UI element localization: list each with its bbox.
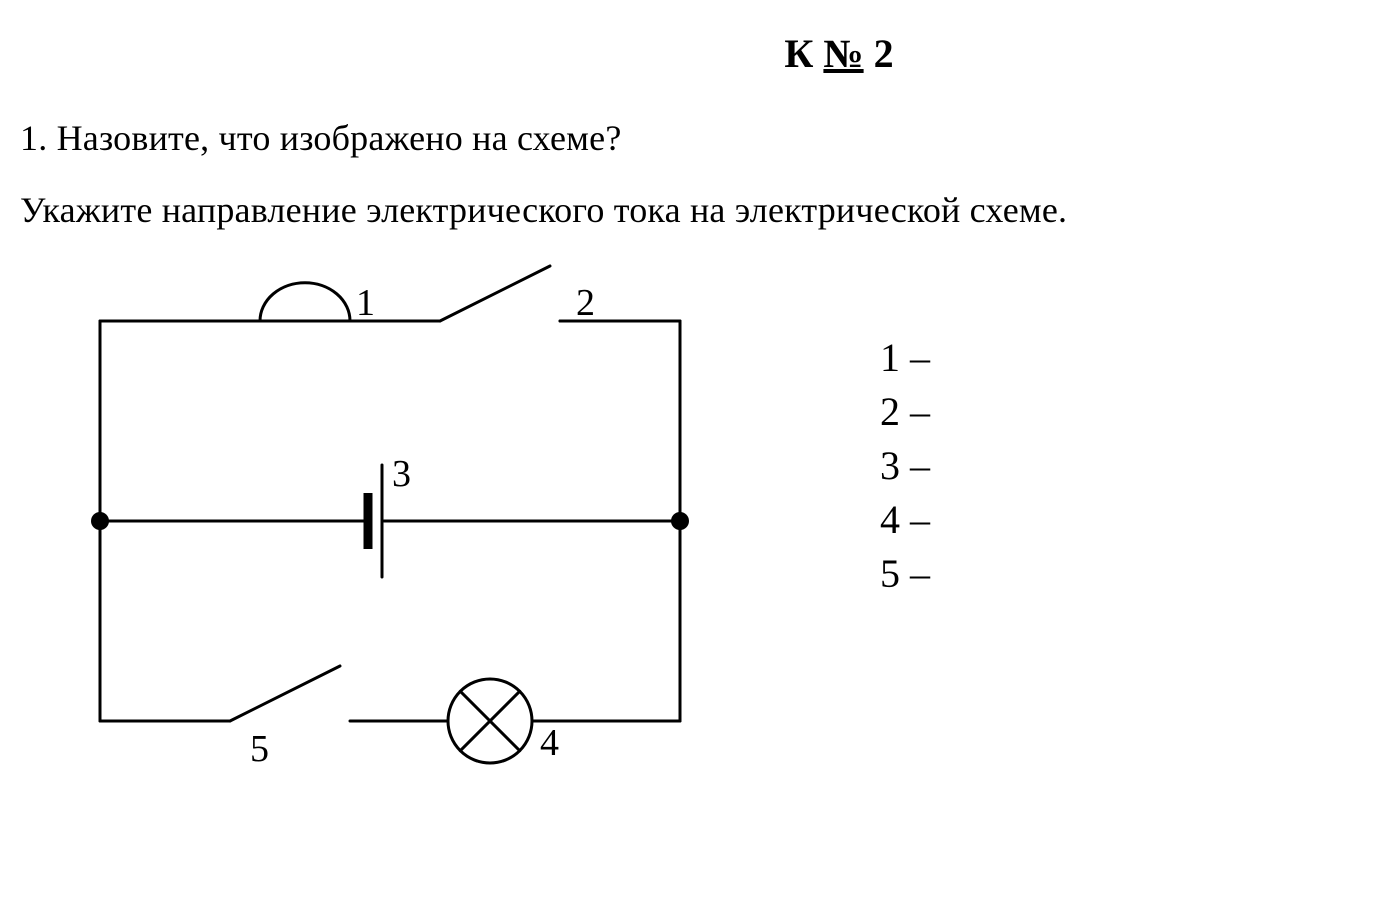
header-title: К № 2: [320, 30, 1358, 77]
svg-text:5: 5: [250, 728, 269, 770]
answer-key: 1 – 2 – 3 – 4 – 5 –: [880, 331, 930, 601]
header-prefix: К: [784, 31, 823, 76]
answer-row-4: 4 –: [880, 493, 930, 547]
question-line-2: Укажите направление электрического тока …: [20, 189, 1358, 231]
answer-row-2: 2 –: [880, 385, 930, 439]
svg-text:4: 4: [540, 722, 559, 764]
circuit-svg: 1 2 3 4 5: [60, 261, 740, 801]
page: К № 2 1. Назовите, что изображено на схе…: [0, 0, 1398, 900]
question-line-1: 1. Назовите, что изображено на схеме?: [20, 117, 1358, 159]
answer-row-1: 1 –: [880, 331, 930, 385]
header-number: 2: [864, 31, 894, 76]
content-row: 1 2 3 4 5 1 – 2 – 3 – 4 – 5 –: [20, 261, 1358, 806]
answer-row-3: 3 –: [880, 439, 930, 493]
svg-text:3: 3: [392, 453, 411, 495]
svg-text:1: 1: [356, 282, 375, 324]
circuit-diagram: 1 2 3 4 5: [60, 261, 740, 806]
number-sign: №: [823, 31, 863, 76]
answer-row-5: 5 –: [880, 547, 930, 601]
svg-text:2: 2: [576, 282, 595, 324]
